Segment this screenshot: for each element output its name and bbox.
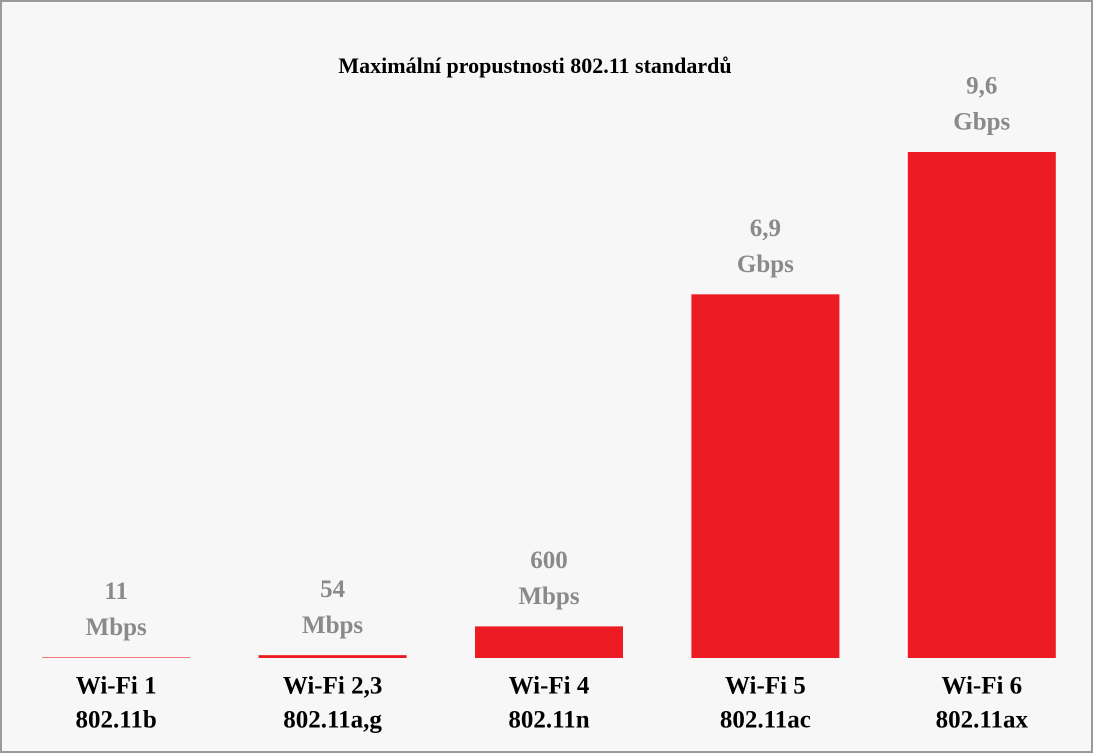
value-label: 600	[530, 547, 568, 574]
bar	[691, 294, 840, 658]
category-sublabel: 802.11n	[508, 707, 589, 734]
category-label: Wi-Fi 2,3	[283, 673, 383, 700]
value-label: Mbps	[302, 612, 363, 639]
category-sublabel: 802.11a,g	[283, 707, 382, 734]
value-label: Mbps	[518, 583, 579, 610]
category-sublabel: 802.11ac	[720, 707, 811, 734]
chart-title: Maximální propustnosti 802.11 standardů	[338, 53, 731, 78]
value-label: 9,6	[966, 73, 997, 100]
value-label: Mbps	[86, 614, 147, 641]
category-label: Wi-Fi 4	[509, 673, 590, 700]
value-label: 6,9	[750, 215, 781, 242]
bar	[42, 657, 191, 658]
category-sublabel: 802.11ax	[936, 707, 1029, 734]
category-sublabel: 802.11b	[76, 707, 157, 734]
value-label: Gbps	[737, 251, 794, 278]
category-label: Wi-Fi 1	[76, 673, 157, 700]
bar	[258, 655, 407, 658]
value-label: Gbps	[953, 109, 1010, 136]
value-label: 54	[320, 576, 346, 603]
bar	[475, 626, 623, 658]
bar	[907, 152, 1056, 658]
category-label: Wi-Fi 6	[941, 673, 1022, 700]
category-label: Wi-Fi 5	[725, 673, 806, 700]
value-label: 11	[104, 578, 128, 605]
